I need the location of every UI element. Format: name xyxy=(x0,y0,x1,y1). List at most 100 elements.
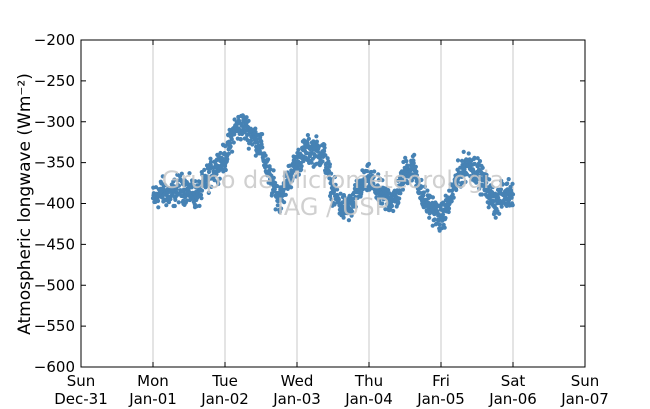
data-point xyxy=(330,177,335,182)
data-point xyxy=(160,174,165,179)
data-point xyxy=(190,183,196,188)
data-point xyxy=(170,192,175,197)
data-point xyxy=(454,183,459,188)
data-point xyxy=(329,171,334,176)
data-point xyxy=(505,181,510,186)
data-point xyxy=(475,156,480,161)
data-point xyxy=(364,169,369,174)
data-point xyxy=(510,192,516,197)
data-point xyxy=(305,133,310,138)
data-point xyxy=(463,179,468,184)
data-point xyxy=(387,191,392,196)
data-point xyxy=(338,191,343,196)
data-point xyxy=(228,140,233,146)
data-point xyxy=(460,180,465,185)
data-point xyxy=(487,177,492,182)
x-tick-label-date: Dec-31 xyxy=(54,390,108,408)
data-point xyxy=(376,172,381,177)
data-point xyxy=(231,140,236,145)
x-tick-label-date: Jan-02 xyxy=(200,390,249,408)
data-point xyxy=(254,136,259,141)
y-axis: −200 −250 −300 −350 −400 −450 −500 −550 −600 xyxy=(34,31,585,376)
data-point xyxy=(403,155,408,160)
data-point xyxy=(490,185,495,190)
x-tick-label-day: Sun xyxy=(67,372,96,390)
data-point xyxy=(366,161,371,167)
x-tick-label-day: Mon xyxy=(137,372,169,390)
data-point xyxy=(459,158,465,163)
data-point xyxy=(155,198,161,204)
data-point xyxy=(359,190,364,195)
x-tick-label-date: Jan-05 xyxy=(416,390,465,408)
x-tick-label-day: Fri xyxy=(432,372,450,390)
data-point xyxy=(238,137,243,142)
data-point xyxy=(398,191,403,196)
data-point xyxy=(289,185,294,190)
data-point xyxy=(414,173,419,178)
data-point xyxy=(391,208,396,214)
watermark-line-1: Grupo de Micrometeorologia xyxy=(162,166,504,194)
data-point xyxy=(413,164,418,169)
data-point xyxy=(430,223,435,228)
data-point xyxy=(173,197,178,202)
data-point xyxy=(419,177,424,183)
data-point xyxy=(172,203,177,209)
data-point xyxy=(480,165,485,170)
data-point xyxy=(206,190,211,195)
data-point xyxy=(336,197,341,202)
x-tick-label-day: Sat xyxy=(501,372,526,390)
x-tick-label-date: Jan-03 xyxy=(272,390,321,408)
data-point xyxy=(246,146,251,151)
data-point xyxy=(446,206,452,211)
watermark: Grupo de Micrometeorologia IAG / USP xyxy=(162,166,504,221)
data-point xyxy=(225,157,230,162)
data-point xyxy=(273,207,278,212)
data-point xyxy=(505,187,510,192)
x-tick-label-day: Sun xyxy=(571,372,600,390)
data-point xyxy=(163,183,168,188)
data-point xyxy=(212,178,217,183)
data-point xyxy=(333,182,338,187)
data-point xyxy=(510,203,515,208)
data-point xyxy=(380,178,385,183)
data-point xyxy=(386,188,391,193)
data-point xyxy=(218,150,223,156)
data-point xyxy=(323,153,328,158)
data-point xyxy=(327,162,332,167)
data-point xyxy=(246,118,251,123)
data-point xyxy=(349,213,354,218)
data-point xyxy=(244,115,249,120)
data-point xyxy=(412,152,417,157)
data-point xyxy=(477,159,483,164)
data-point xyxy=(228,144,233,149)
data-point xyxy=(409,178,414,183)
data-point xyxy=(421,190,426,195)
data-point xyxy=(427,215,432,220)
data-point xyxy=(230,149,235,154)
data-point xyxy=(216,181,221,187)
data-point xyxy=(449,199,454,204)
data-point xyxy=(290,176,295,181)
data-point xyxy=(396,200,401,205)
data-point xyxy=(187,171,192,176)
data-point xyxy=(322,142,327,147)
data-point xyxy=(454,187,459,193)
data-point xyxy=(314,139,319,144)
data-point xyxy=(226,151,231,156)
y-tick-label: −200 xyxy=(34,31,75,49)
data-point xyxy=(271,168,276,173)
data-point xyxy=(217,176,222,181)
y-tick-label: −550 xyxy=(34,317,75,335)
data-point xyxy=(309,160,314,165)
y-tick-label: −450 xyxy=(34,235,75,253)
data-point xyxy=(372,169,377,174)
data-point xyxy=(497,211,502,216)
data-point xyxy=(419,184,424,189)
x-tick-label-day: Wed xyxy=(281,372,314,390)
data-point xyxy=(430,195,435,200)
data-point xyxy=(442,225,447,230)
data-point xyxy=(271,175,276,180)
data-point xyxy=(209,184,214,189)
data-point xyxy=(299,164,304,169)
